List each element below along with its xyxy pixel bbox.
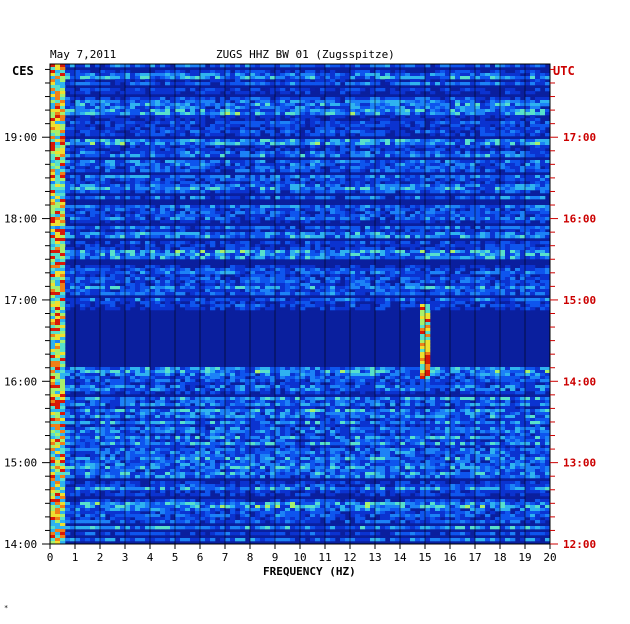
- right-time-label: 14:00: [563, 375, 596, 388]
- x-tick-label: 9: [272, 551, 279, 564]
- x-tick-label: 4: [147, 551, 154, 564]
- right-time-label: 13:00: [563, 457, 596, 470]
- x-tick-label: 18: [493, 551, 506, 564]
- left-time-label: 18:00: [4, 213, 37, 226]
- station-title: ZUGS HHZ BW 01 (Zugsspitze): [216, 48, 395, 61]
- x-tick-label: 7: [222, 551, 229, 564]
- x-tick-label: 20: [543, 551, 556, 564]
- x-tick-label: 14: [393, 551, 407, 564]
- footer-mark: *: [4, 604, 9, 612]
- left-time-label: 17:00: [4, 294, 37, 307]
- x-tick-label: 6: [197, 551, 204, 564]
- right-time-label: 12:00: [563, 538, 596, 551]
- x-tick-label: 16: [443, 551, 456, 564]
- x-tick-label: 12: [343, 551, 356, 564]
- left-time-label: 16:00: [4, 375, 37, 388]
- x-tick-label: 19: [518, 551, 531, 564]
- right-time-axis: 12:00 13:00 14:00 15:00 16:00 17:00: [550, 68, 596, 551]
- x-tick-label: 5: [172, 551, 179, 564]
- left-time-label: 15:00: [4, 457, 37, 470]
- right-time-label: 17:00: [563, 131, 596, 144]
- x-tick-label: 3: [122, 551, 129, 564]
- x-tick-label: 1: [72, 551, 79, 564]
- x-tick-label: 8: [247, 551, 254, 564]
- right-timezone-label: UTC: [553, 64, 575, 78]
- left-time-label: 19:00: [4, 131, 37, 144]
- left-time-label: 14:00: [4, 538, 37, 551]
- right-time-label: 15:00: [563, 294, 596, 307]
- date-label: May 7,2011: [50, 48, 117, 61]
- x-tick-label: 11: [318, 551, 331, 564]
- frequency-axis: 0 1 2 3 4 5 6 7 8 9 10 11 12 13 14 15 16 17 18 19 20: [47, 544, 557, 564]
- x-tick-label: 13: [368, 551, 381, 564]
- x-tick-label: 17: [468, 551, 481, 564]
- x-tick-label: 10: [293, 551, 306, 564]
- frequency-gridlines: [74, 64, 526, 544]
- left-time-axis: 14:00 15:00 16:00 17:00 18:00 19:00: [4, 68, 50, 551]
- x-tick-label: 0: [47, 551, 54, 564]
- x-tick-label: 2: [97, 551, 104, 564]
- x-axis-label: FREQUENCY (HZ): [263, 565, 356, 578]
- x-tick-label: 15: [418, 551, 431, 564]
- left-timezone-label: CES: [12, 64, 34, 78]
- right-time-label: 16:00: [563, 213, 596, 226]
